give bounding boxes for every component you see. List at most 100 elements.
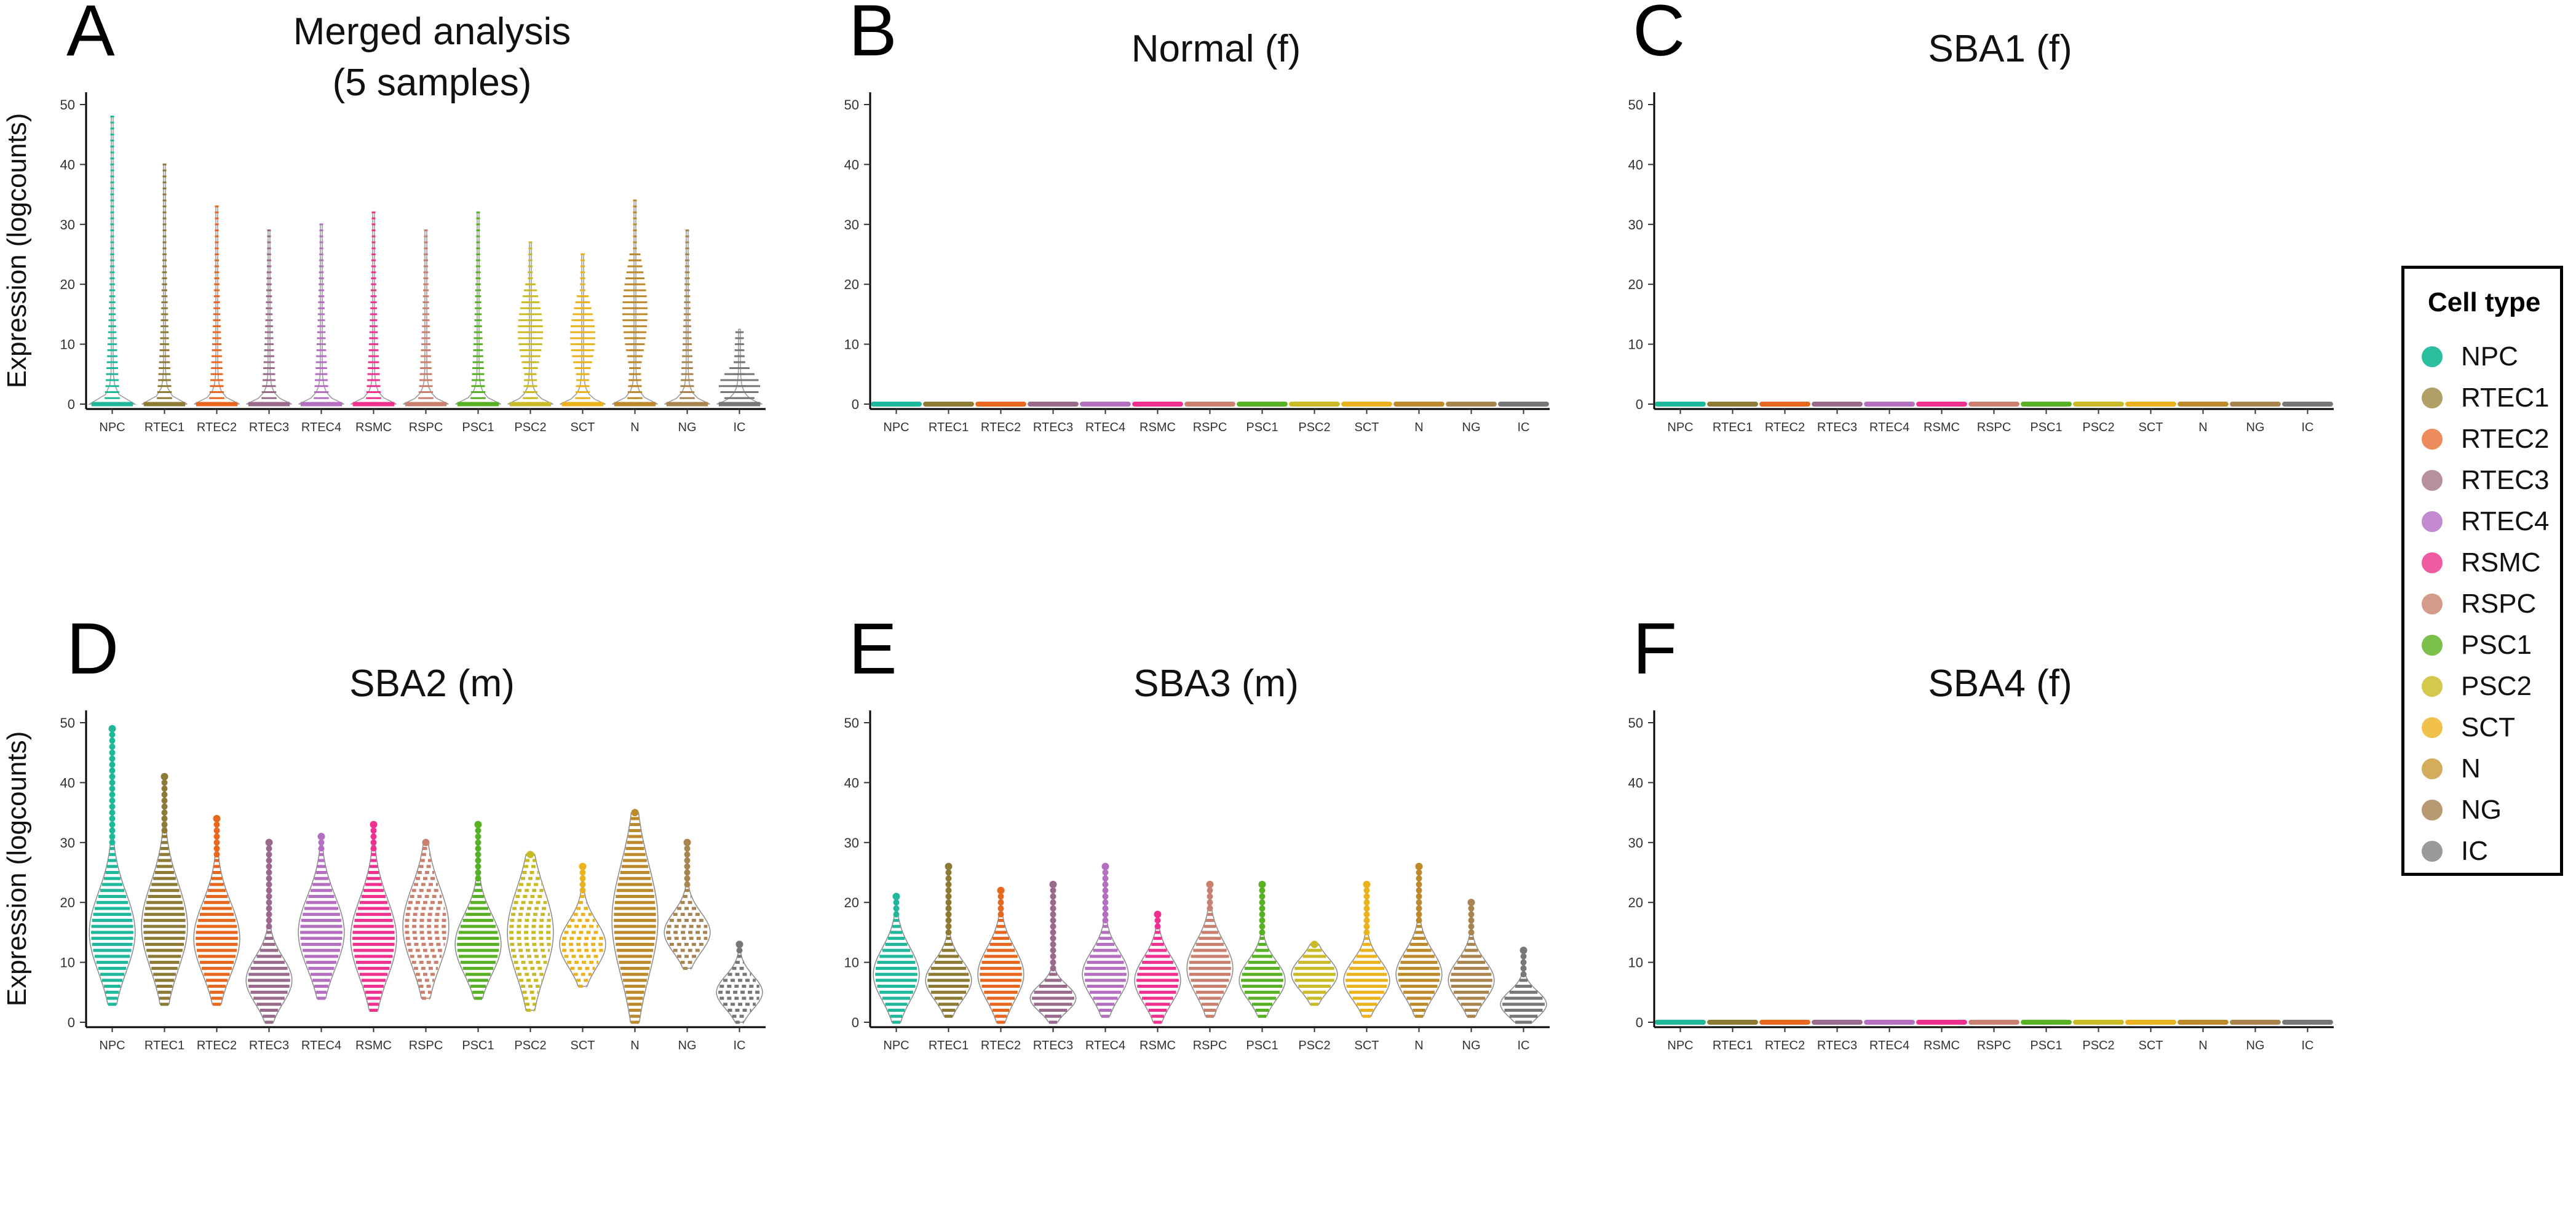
legend-label: RTEC2: [2461, 424, 2550, 454]
x-tick-label: NPC: [883, 1039, 909, 1052]
max-point: [526, 851, 534, 859]
dot: [736, 947, 743, 954]
legend-item-sct: SCT: [2422, 711, 2515, 744]
panel-f: F SBA4 (f) 0 10 20 30 40 50 NPC RTEC1 RTEC2 RTEC3 RT…: [1628, 608, 2334, 1052]
dot: [1102, 911, 1109, 918]
dot: [1050, 953, 1056, 960]
x-tick-label: IC: [2302, 1039, 2314, 1052]
y-tick-label: 0: [68, 1015, 75, 1030]
violin-ic: [718, 940, 761, 1024]
dot: [109, 743, 116, 750]
violin-rtec1: [927, 862, 970, 1018]
legend-item-ng: NG: [2422, 793, 2502, 827]
dot: [945, 917, 952, 924]
y-tick-label: 0: [852, 1015, 859, 1030]
x-tick-label: RTEC3: [1033, 421, 1073, 434]
max-point: [1258, 880, 1266, 888]
x-tick-label: IC: [2302, 421, 2314, 434]
max-point: [161, 773, 168, 781]
legend-swatch: [2422, 800, 2443, 821]
dot: [684, 851, 691, 858]
dot: [266, 863, 272, 870]
y-tick-label: 20: [1628, 895, 1643, 910]
x-tick-label: NG: [2246, 421, 2265, 434]
panel-title: SBA1 (f): [1928, 28, 2072, 70]
violin-rtec3: [248, 838, 290, 1024]
dot: [161, 797, 168, 804]
x-tick-label: NG: [678, 1039, 697, 1052]
violin-rtec2: [980, 886, 1022, 1024]
dot: [161, 827, 168, 834]
dot: [1468, 929, 1475, 936]
dot: [213, 845, 220, 852]
max-point: [1415, 862, 1423, 870]
max-point: [1154, 910, 1162, 918]
dot: [109, 731, 116, 738]
panel-d: D SBA2 (m) 0 10 20 30 40 50 Expression (logcount…: [2, 608, 766, 1052]
dot: [1259, 899, 1266, 906]
dot-column: [470, 211, 486, 399]
dot: [1363, 899, 1370, 906]
violin-psc2: [509, 851, 552, 1012]
dot: [893, 905, 900, 912]
x-tick-label: PSC1: [2030, 1039, 2062, 1052]
dot: [1520, 959, 1527, 966]
dot: [1259, 893, 1266, 900]
panel-title: SBA4 (f): [1928, 662, 2072, 705]
y-tick-label: 10: [844, 337, 859, 352]
dot: [1468, 905, 1475, 912]
x-tick-label: NG: [2246, 1039, 2265, 1052]
dot: [161, 803, 168, 810]
legend-item-rspc: RSPC: [2422, 587, 2536, 621]
x-tick-label: IC: [734, 421, 746, 434]
x-tick-label: SCT: [1355, 1039, 1379, 1052]
y-tick-label: 40: [1628, 157, 1643, 172]
dot: [1102, 869, 1109, 876]
dot: [997, 893, 1004, 900]
x-tick-label: RTEC4: [1869, 1039, 1909, 1052]
max-point: [1363, 880, 1371, 888]
legend-item-psc1: PSC1: [2422, 629, 2532, 662]
x-tick-label: RTEC1: [145, 1039, 184, 1052]
dot: [945, 929, 952, 936]
y-tick-label: 50: [1628, 97, 1643, 113]
dot: [1050, 917, 1056, 924]
dot: [266, 899, 272, 906]
dot: [1363, 923, 1370, 930]
legend-label: RSPC: [2461, 589, 2537, 619]
dot-column: [157, 163, 172, 399]
panel-c: C SBA1 (f) 0 10 20 30 40 50 NPC RTEC1 RTEC2 RTEC3 RT…: [1628, 0, 2334, 434]
x-tick-label: RTEC4: [301, 1039, 341, 1052]
dot: [684, 845, 691, 852]
x-tick-label: RSPC: [1193, 421, 1227, 434]
y-tick-label: 0: [1636, 397, 1643, 412]
x-tick-label: RTEC1: [145, 421, 184, 434]
dot: [945, 923, 952, 930]
dot: [684, 863, 691, 870]
dot: [1363, 917, 1370, 924]
violin-rtec1: [143, 773, 186, 1006]
violin-outline: [664, 229, 710, 405]
legend-swatch: [2422, 676, 2443, 697]
dot: [1102, 893, 1109, 900]
x-tick-label: RTEC4: [1085, 1039, 1125, 1052]
max-point: [1310, 940, 1318, 948]
y-tick-label: 40: [60, 157, 75, 172]
x-tick-label: NPC: [99, 1039, 125, 1052]
violin-rtec2: [196, 814, 238, 1006]
dot: [213, 821, 220, 828]
y-tick-label: 20: [1628, 277, 1643, 292]
y-tick-label: 10: [844, 955, 859, 971]
y-tick-label: 20: [844, 277, 859, 292]
legend-swatch: [2422, 387, 2443, 408]
y-tick-label: 10: [60, 337, 75, 352]
max-point: [213, 814, 221, 822]
legend-label: NPC: [2461, 341, 2518, 372]
dot: [1102, 887, 1109, 894]
legend-item-psc2: PSC2: [2422, 670, 2532, 703]
y-tick-label: 50: [1628, 715, 1643, 731]
dot: [213, 833, 220, 840]
dot: [1416, 875, 1422, 882]
dot: [266, 923, 272, 930]
